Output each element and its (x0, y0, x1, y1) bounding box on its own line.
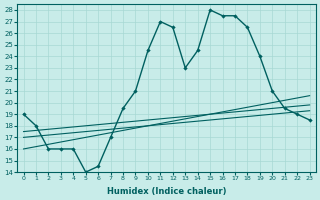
X-axis label: Humidex (Indice chaleur): Humidex (Indice chaleur) (107, 187, 226, 196)
